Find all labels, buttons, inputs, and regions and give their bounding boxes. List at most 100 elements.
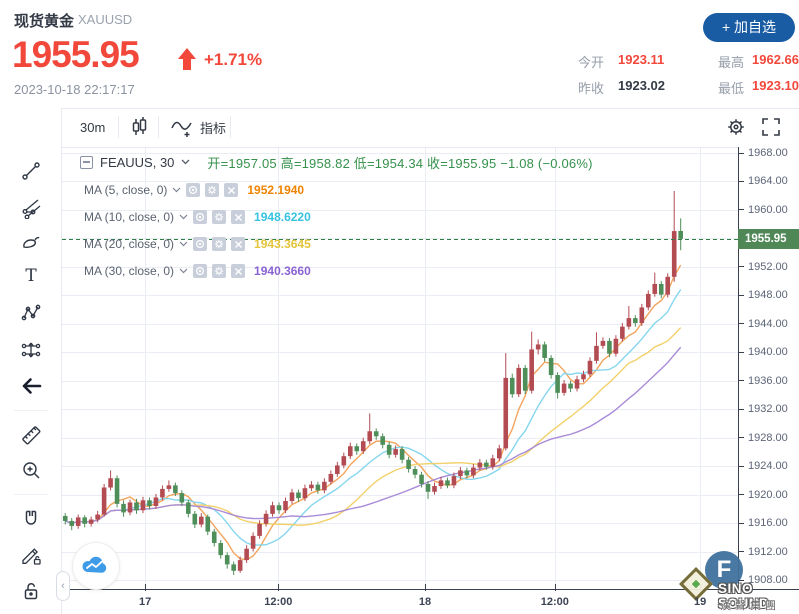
lock-all-tool[interactable] (0, 576, 62, 606)
ma20-visibility-button[interactable] (193, 237, 208, 251)
series-legend: FEAUUS, 30 开=1957.05 高=1958.82 低=1954.34… (80, 152, 593, 172)
brush-tool[interactable] (0, 228, 62, 258)
ma20-remove-button[interactable] (231, 237, 246, 251)
series-symbol-label: FEAUUS, 30 (100, 154, 175, 170)
header-divider (0, 108, 799, 109)
ma20-settings-button[interactable] (212, 237, 227, 251)
y-axis-label: 1932.00 (748, 403, 788, 416)
x-axis-label: 19 (694, 596, 707, 608)
price-up-arrow-icon (176, 47, 198, 76)
chart-canvas[interactable] (62, 147, 738, 591)
drawing-lock-tool[interactable] (0, 540, 62, 570)
quote-timestamp: 2023-10-18 22:17:17 (14, 82, 135, 97)
toolbar-separator (118, 116, 119, 138)
stat-open-value: 1923.11 (618, 52, 665, 67)
magnet-tool[interactable] (0, 504, 62, 534)
indicators-button[interactable]: 指标 (170, 114, 226, 140)
chevron-down-icon[interactable] (179, 214, 188, 220)
trend-line-icon (22, 162, 40, 180)
chevron-down-icon[interactable] (179, 241, 188, 247)
measure-tool[interactable] (0, 420, 62, 450)
stat-low-label: 最低 (718, 81, 745, 96)
y-axis-label: 1908.00 (748, 574, 788, 587)
y-axis-label: 1936.00 (748, 374, 788, 387)
ma10-row: MA (10, close, 0) 1948.6220 (84, 206, 311, 228)
y-axis-tick (738, 294, 744, 296)
x-axis-label: 12:00 (264, 596, 293, 608)
sidebar-collapse-handle[interactable]: ‹ (56, 571, 70, 601)
y-axis-label: 1952.00 (748, 260, 788, 273)
ma10-visibility-button[interactable] (193, 210, 208, 224)
stat-prevclose-label: 昨收 (578, 81, 605, 96)
toolbar-separator (158, 116, 159, 138)
add-watchlist-button[interactable]: + 加自选 (703, 13, 795, 42)
stat-open-label: 今开 (578, 55, 605, 70)
trend-line-tool[interactable] (0, 156, 62, 186)
text-tool[interactable]: T (0, 260, 62, 290)
chevron-down-icon[interactable] (181, 159, 190, 165)
padlock-icon (24, 583, 38, 600)
y-axis-label: 1948.00 (748, 289, 788, 302)
y-axis-label: 1912.00 (748, 545, 788, 558)
x-axis-label: 17 (139, 596, 152, 608)
ma10-value: 1948.6220 (254, 210, 311, 224)
ma30-settings-button[interactable] (212, 264, 227, 278)
ma5-remove-button[interactable] (224, 183, 239, 197)
ma30-label: MA (30, close, 0) (84, 264, 175, 278)
time-axis-line[interactable] (62, 589, 799, 590)
instrument-title: 现货黄金 (14, 13, 75, 30)
back-arrow-button[interactable] (0, 371, 62, 401)
y-axis-label: 1940.00 (748, 346, 788, 359)
ma10-remove-button[interactable] (231, 210, 246, 224)
y-axis-tick (738, 180, 744, 182)
ma30-row: MA (30, close, 0) 1940.3660 (84, 260, 311, 282)
zoom-in-tool[interactable] (0, 455, 62, 485)
ma30-value: 1940.3660 (254, 264, 311, 278)
stat-high-value: 1962.66 (752, 52, 799, 67)
y-axis-label: 1916.00 (748, 517, 788, 530)
chevron-down-icon[interactable] (172, 187, 181, 193)
pitchfork-tool[interactable] (0, 193, 62, 223)
y-axis-label: 1920.00 (748, 488, 788, 501)
stat-prevclose-value: 1923.02 (618, 78, 665, 93)
price-axis-line[interactable] (738, 147, 739, 591)
projection-tool[interactable] (0, 335, 62, 365)
gear-icon (728, 119, 744, 135)
xabcd-pattern-icon (21, 304, 41, 321)
toolbar-divider (0, 147, 738, 148)
ma30-visibility-button[interactable] (193, 264, 208, 278)
series-collapse-checkbox[interactable] (80, 155, 93, 169)
stat-low-value: 1923.10 (752, 78, 799, 93)
left-arrow-icon (22, 378, 42, 394)
candlestick-icon (132, 117, 147, 135)
y-axis-tick (738, 266, 744, 268)
ma10-label: MA (10, close, 0) (84, 210, 175, 224)
x-axis-label: 18 (418, 596, 432, 608)
price-change-percent: +1.71% (204, 50, 263, 69)
indicators-label: 指标 (200, 120, 227, 136)
interval-selector[interactable]: 30m (80, 114, 105, 140)
ma5-settings-button[interactable] (205, 183, 220, 197)
y-axis-tick (738, 551, 744, 553)
chart-style-button[interactable] (130, 114, 150, 140)
y-axis-tick (738, 437, 744, 439)
ma5-visibility-button[interactable] (186, 183, 201, 197)
text-icon: T (25, 266, 37, 286)
toolbar-separator (230, 116, 231, 138)
y-axis-tick (738, 522, 744, 524)
pencil-lock-icon (22, 548, 41, 565)
ma10-settings-button[interactable] (212, 210, 227, 224)
pattern-tool[interactable] (0, 298, 62, 328)
chevron-down-icon[interactable] (179, 268, 188, 274)
chart-settings-button[interactable] (725, 116, 747, 143)
snapshot-button[interactable] (72, 542, 120, 590)
brush-icon (23, 236, 40, 248)
y-axis-label: 1960.00 (748, 203, 788, 216)
y-axis-tick (738, 465, 744, 467)
interval-label: 30m (80, 119, 106, 135)
pitchfork-icon (22, 199, 41, 219)
ma20-label: MA (20, close, 0) (84, 237, 175, 251)
ma30-remove-button[interactable] (231, 264, 246, 278)
fullscreen-button[interactable] (761, 117, 781, 142)
